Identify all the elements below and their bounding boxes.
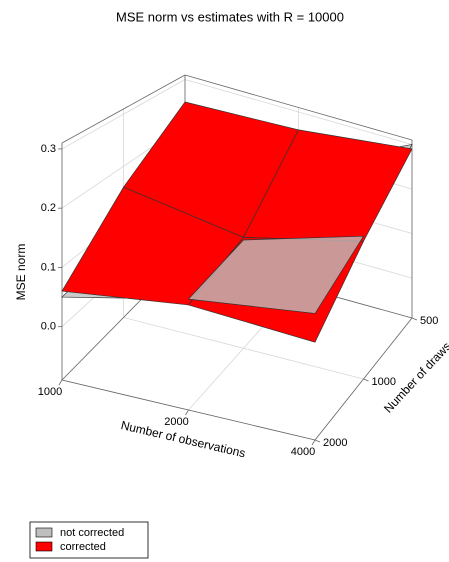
grid-line [123,317,364,380]
x-tick [58,379,63,386]
legend-swatch [35,527,53,538]
y-tick-label: 500 [420,315,438,327]
surface-patch [187,235,365,314]
y-tick [314,439,321,443]
chart-title: MSE norm vs estimates with R = 10000 [116,9,344,24]
legend-swatch [35,541,53,552]
z-axis-label: MSE norm [14,244,28,301]
y-tick-label: 1000 [372,376,396,388]
z-tick-label: 0.2 [41,202,56,214]
legend-label: corrected [60,541,106,553]
y-tick [363,378,369,382]
x-tick-label: 4000 [291,446,315,458]
box-edge [184,74,413,141]
y-tick [411,317,418,321]
y-tick-label: 2000 [323,437,347,449]
x-tick [185,409,189,416]
x-tick-label: 1000 [38,386,62,398]
legend-label: not corrected [60,527,124,539]
z-tick-label: 0.0 [41,321,56,333]
x-tick [311,439,316,446]
z-tick-label: 0.3 [41,143,56,155]
x-tick-label: 2000 [164,416,188,428]
z-tick-label: 0.1 [41,261,56,273]
box-edge [61,74,186,144]
legend: not corrected corrected [29,521,149,559]
